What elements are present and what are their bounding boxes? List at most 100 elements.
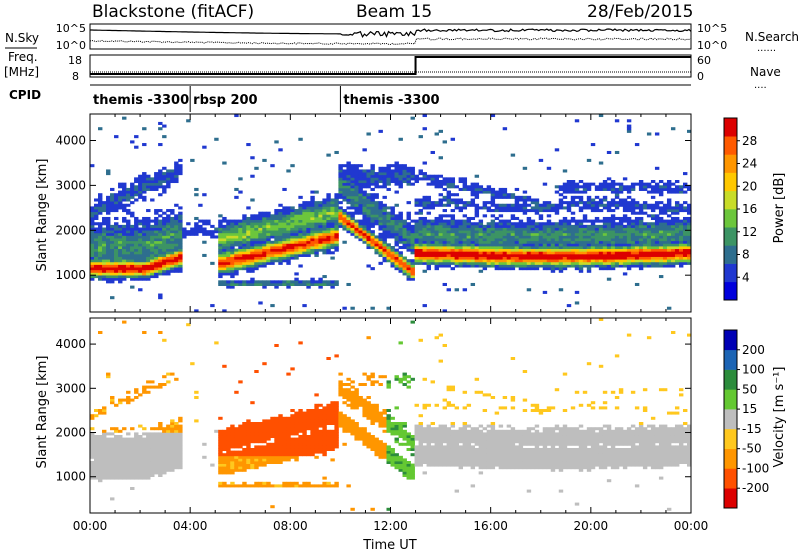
power-cell [502,195,508,199]
velocity-cell [142,450,147,454]
power-cell [150,253,155,257]
power-cell [398,182,403,186]
power-cell [266,259,271,263]
velocity-cell [146,463,151,467]
power-cell [430,232,435,236]
velocity-cell [174,437,179,441]
velocity-cell [178,450,183,454]
power-cell [142,253,147,257]
power-cell [406,214,411,218]
power-cell [354,164,359,168]
velocity-cell [94,458,99,462]
power-cell [442,222,447,226]
power-cell [286,280,291,284]
power-cell [186,230,191,234]
power-cell [578,190,584,194]
power-cell [262,248,267,252]
power-cell [106,280,111,284]
power-cell [454,259,460,263]
power-cell [558,227,564,231]
power-cell [466,222,472,226]
power-cell [418,209,423,213]
power-cell [518,240,524,244]
power-cell [430,235,435,239]
velocity-cell [294,427,299,431]
power-cell [450,256,456,260]
power-cell [162,253,167,257]
velocity-cell [238,429,243,433]
power-cell [398,238,403,242]
power-cell [510,256,516,260]
power-cell [442,259,447,263]
velocity-cell [298,341,303,345]
power-cell [402,240,407,244]
power-cell [122,267,127,271]
power-cell [222,219,227,223]
power-cell [318,219,323,223]
velocity-cell [170,427,175,431]
power-cell [610,235,616,239]
power-cell [686,248,692,252]
power-cell [298,238,303,242]
power-cell [546,209,552,213]
power-cell [434,240,439,244]
power-cell [130,227,135,231]
power-cell [446,235,451,239]
power-cell [598,187,604,191]
velocity-cell [134,471,139,475]
velocity-cell [330,406,335,410]
power-cell [150,240,155,244]
power-cell [566,246,572,250]
power-cell [126,246,131,250]
power-cell [426,232,431,236]
power-cell [254,264,259,268]
power-cell [286,211,291,215]
velocity-cell [118,455,123,459]
power-cell [262,280,267,284]
power-cell [674,211,680,215]
power-cell [590,246,596,250]
velocity-cell [130,458,135,462]
power-cell [554,246,560,250]
velocity-cell [138,455,143,459]
power-cell [418,203,423,207]
power-cell [446,232,451,236]
power-cell [618,235,624,239]
velocity-cell [294,455,299,459]
power-cell [570,187,576,191]
power-cell [426,182,431,186]
velocity-cell [98,331,103,334]
velocity-cell [130,427,135,431]
power-cell [342,190,347,194]
power-cell [474,224,480,228]
velocity-cell [162,383,167,386]
power-cell [618,219,624,223]
power-cell [378,185,383,189]
power-cell [294,211,299,215]
velocity-cell [234,455,239,459]
velocity-cell [258,437,263,441]
power-cell [294,272,299,276]
velocity-cell [322,442,327,446]
velocity-cell [274,440,279,444]
velocity-cell [126,455,131,459]
power-cell [166,209,171,213]
velocity-cell [302,442,307,446]
power-cell [362,177,367,181]
velocity-cell [302,481,307,485]
velocity-cell [166,445,171,449]
power-cell [594,206,600,210]
power-cell [126,224,131,228]
power-cell [278,216,283,220]
power-cell [530,246,536,250]
power-cell [470,224,476,228]
power-cell [454,198,460,202]
power-cell [278,248,283,252]
power-cell [374,243,379,247]
power-cell [154,251,159,255]
power-cell [290,222,295,226]
power-cell [626,227,632,231]
power-cell [498,243,504,247]
power-cell [446,177,451,181]
power-cell [98,243,103,247]
